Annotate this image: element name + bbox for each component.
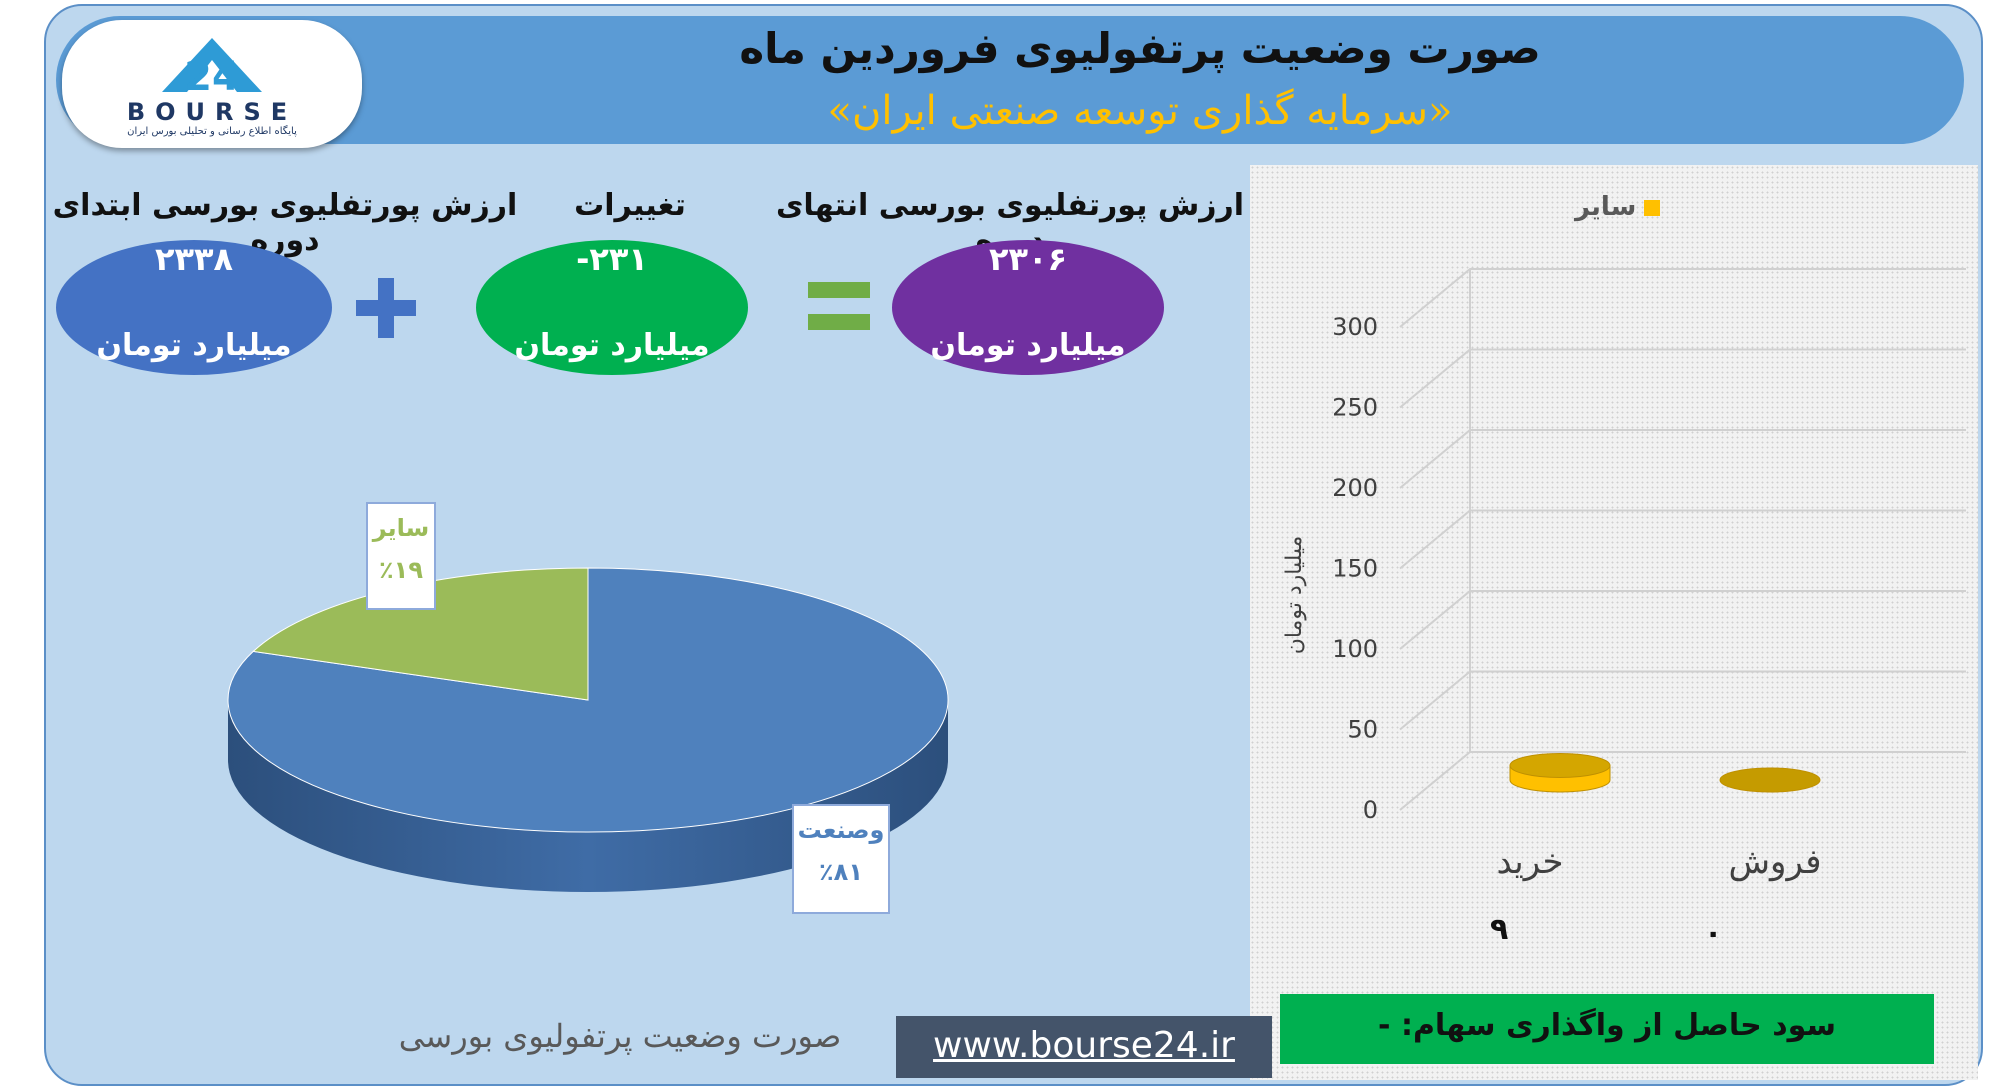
pie-label-other-percent: ٪۱۹ (379, 556, 423, 584)
data-label-buy: ۹ (1490, 912, 1509, 947)
data-label-sell: ۰ (1704, 916, 1723, 951)
logo-tagline: پایگاه اطلاع رسانی و تحلیلی بورس ایران (127, 126, 297, 137)
y-tick-label: 50 (1347, 716, 1378, 744)
gridline (1399, 590, 1966, 650)
end-value: ۲۳۰۶ (988, 240, 1068, 278)
change-label: تغییرات (574, 188, 686, 223)
pie-side-wall (228, 700, 948, 892)
bourse24-logo: 24 BOURSE پایگاه اطلاع رسانی و تحلیلی بو… (62, 20, 362, 148)
page-title: صورت وضعیت پرتفولیوی فروردین ماه (739, 24, 1541, 73)
pie-label-other-name: سایر (372, 514, 430, 542)
start-value-ellipse: ۲۳۳۸ میلیارد تومان (56, 240, 332, 375)
header-banner (56, 16, 1964, 144)
y-axis-title: میلیارد تومان (1282, 536, 1307, 655)
category-label-buy: خرید (1496, 842, 1564, 882)
gridline (1399, 509, 1966, 570)
page-subtitle: «سرمایه گذاری توسعه صنعتی ایران» (827, 88, 1453, 134)
pie-label-industry-name: وصنعت (797, 816, 885, 844)
pie-label-industry-percent: ٪۸۱ (819, 858, 863, 886)
bar-chart-legend: سایر (1575, 192, 1661, 222)
share-sale-profit: سود حاصل از واگذاری سهام: - (1280, 994, 1934, 1064)
gridline (1399, 670, 1966, 731)
start-value-label: ارزش پورتفلیوی بورسی ابتدای دوره (52, 188, 518, 258)
gridline (1399, 348, 1966, 409)
logo-text: BOURSE (126, 98, 298, 126)
bar-buy (1509, 753, 1611, 793)
pie-chart-title: صورت وضعیت پرتفولیوی بورسی (398, 1017, 842, 1055)
legend-swatch-icon (1644, 199, 1661, 216)
start-value: ۲۳۳۸ (154, 240, 234, 278)
change-ellipse: -۲۳۱ میلیارد تومان (476, 240, 748, 375)
y-tick-label: 100 (1332, 635, 1378, 663)
start-value-unit: میلیارد تومان (96, 328, 292, 363)
gridline (1399, 751, 1966, 811)
equals-icon (808, 282, 870, 330)
bar-chart: 0 50 100 150 200 250 300 (1332, 268, 1966, 824)
bar-sell (1719, 767, 1821, 793)
legend-label: سایر (1575, 192, 1637, 222)
y-axis-title-text: میلیارد تومان (1282, 536, 1307, 655)
svg-text:24: 24 (184, 54, 240, 100)
portfolio-pie-chart (227, 567, 949, 892)
y-tick-label: 0 (1363, 796, 1378, 824)
gridline (1399, 429, 1966, 489)
pie-label-industry: وصنعت ٪۸۱ (792, 804, 890, 914)
plus-icon (356, 278, 416, 338)
y-tick-label: 200 (1332, 474, 1378, 502)
end-value-ellipse: ۲۳۰۶ میلیارد تومان (892, 240, 1164, 375)
change-value: -۲۳۱ (576, 240, 648, 278)
y-tick-label: 250 (1332, 394, 1378, 422)
gridline (1399, 268, 1966, 328)
pie-label-other: سایر ٪۱۹ (366, 502, 436, 610)
website-link[interactable]: www.bourse24.ir (896, 1016, 1272, 1078)
bar-chart-panel (1250, 165, 1978, 1080)
y-tick-label: 300 (1332, 313, 1378, 341)
end-value-unit: میلیارد تومان (930, 328, 1126, 363)
logo-mark-icon: 24 (162, 38, 262, 100)
y-tick-label: 150 (1332, 555, 1378, 583)
change-unit: میلیارد تومان (514, 328, 710, 363)
category-label-sell: فروش (1728, 842, 1822, 882)
